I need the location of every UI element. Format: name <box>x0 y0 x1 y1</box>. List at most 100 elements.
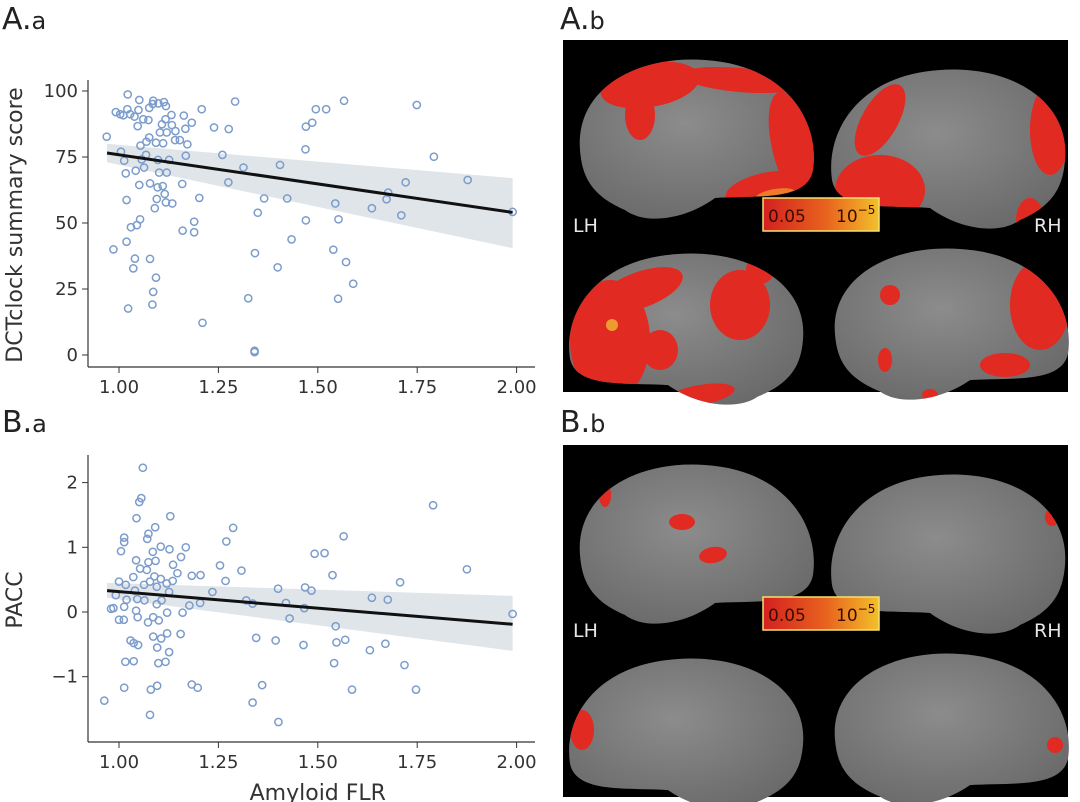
data-point <box>328 245 338 255</box>
data-point <box>134 95 144 105</box>
data-point <box>121 169 131 178</box>
brain-hemisphere-lh-lateral <box>569 658 804 802</box>
data-point <box>134 180 144 190</box>
data-point <box>301 216 311 225</box>
data-point <box>151 138 161 148</box>
data-point <box>274 717 283 727</box>
data-point <box>123 304 133 313</box>
data-point <box>273 584 283 594</box>
data-point <box>381 639 390 649</box>
data-point <box>218 150 227 160</box>
significance-cluster <box>642 330 678 370</box>
data-point <box>333 294 343 304</box>
data-point <box>131 555 141 565</box>
significance-cluster <box>878 348 892 372</box>
data-point <box>102 132 112 142</box>
data-point <box>162 629 172 638</box>
data-point <box>162 168 172 177</box>
data-point <box>131 166 141 176</box>
colorbar-high-base: 10 <box>836 606 858 626</box>
data-point <box>230 97 240 106</box>
data-point <box>152 681 162 691</box>
data-point <box>148 632 158 641</box>
y-tick-label: 25 <box>55 279 78 300</box>
panel-label-a-b: A.b <box>560 2 605 37</box>
data-point <box>224 124 234 134</box>
data-point <box>161 101 171 111</box>
data-point <box>307 118 317 128</box>
data-point <box>173 568 182 578</box>
y-axis-label: PACC <box>3 571 28 628</box>
y-tick-label: −1 <box>51 667 78 688</box>
significance-cluster <box>880 285 900 305</box>
data-point <box>301 122 311 131</box>
data-point <box>221 576 230 586</box>
significance-cluster <box>1047 737 1063 753</box>
data-point <box>222 537 231 546</box>
data-point <box>329 658 339 668</box>
data-point <box>167 199 177 208</box>
data-point <box>121 657 130 667</box>
data-point <box>136 141 145 150</box>
data-point <box>158 138 168 148</box>
data-point <box>340 635 350 645</box>
colorbar-high-base: 10 <box>836 207 858 227</box>
colorbar-high-label: 10−5 <box>836 203 875 227</box>
data-point <box>285 614 294 623</box>
data-point <box>151 556 160 566</box>
data-point <box>462 564 472 574</box>
right-hemisphere-label: RH <box>1034 215 1062 237</box>
data-point <box>128 572 138 582</box>
data-point <box>142 565 152 575</box>
data-point <box>122 237 131 247</box>
data-point <box>114 577 124 586</box>
data-point <box>339 96 349 106</box>
data-point <box>194 193 204 203</box>
data-point <box>328 570 337 580</box>
data-point <box>132 513 141 523</box>
data-point <box>239 163 248 172</box>
data-point <box>382 194 391 204</box>
data-point <box>160 189 170 199</box>
data-point <box>157 119 167 129</box>
data-point <box>429 152 439 162</box>
data-point <box>122 195 131 205</box>
confidence-band <box>107 143 513 249</box>
data-point <box>134 105 143 115</box>
data-point <box>223 177 233 187</box>
data-point <box>228 523 238 533</box>
data-point <box>148 287 158 297</box>
data-point <box>508 609 517 619</box>
data-point <box>140 596 149 605</box>
colorbar-low-label: 0.05 <box>768 207 806 227</box>
y-tick-label: 0 <box>67 602 78 623</box>
data-point <box>311 104 321 114</box>
data-point <box>332 638 341 647</box>
brain-hemisphere-rh-medial <box>831 474 1066 634</box>
significance-cluster <box>922 389 938 400</box>
data-point <box>119 683 129 693</box>
data-point <box>187 118 197 128</box>
brain-map-b: LH RH 0.05 10−5 <box>563 445 1069 802</box>
panel-label-a-a: A.a <box>2 2 47 37</box>
significance-cluster <box>699 546 727 564</box>
x-tick-label: 1.25 <box>198 752 238 773</box>
data-point <box>175 135 185 145</box>
data-point <box>198 318 207 328</box>
colorbar-high-label: 10−5 <box>836 602 875 626</box>
data-point <box>171 126 180 136</box>
data-point <box>400 660 409 670</box>
data-point <box>119 537 129 547</box>
significance-cluster <box>606 319 618 331</box>
data-point <box>111 107 121 117</box>
data-point <box>178 608 187 617</box>
data-point <box>273 263 282 272</box>
data-point <box>119 602 129 612</box>
data-point <box>299 640 308 650</box>
data-point <box>146 685 156 694</box>
x-tick-label: 2.00 <box>497 752 537 773</box>
data-point <box>347 685 357 694</box>
data-point <box>196 570 205 580</box>
data-point <box>341 257 351 267</box>
